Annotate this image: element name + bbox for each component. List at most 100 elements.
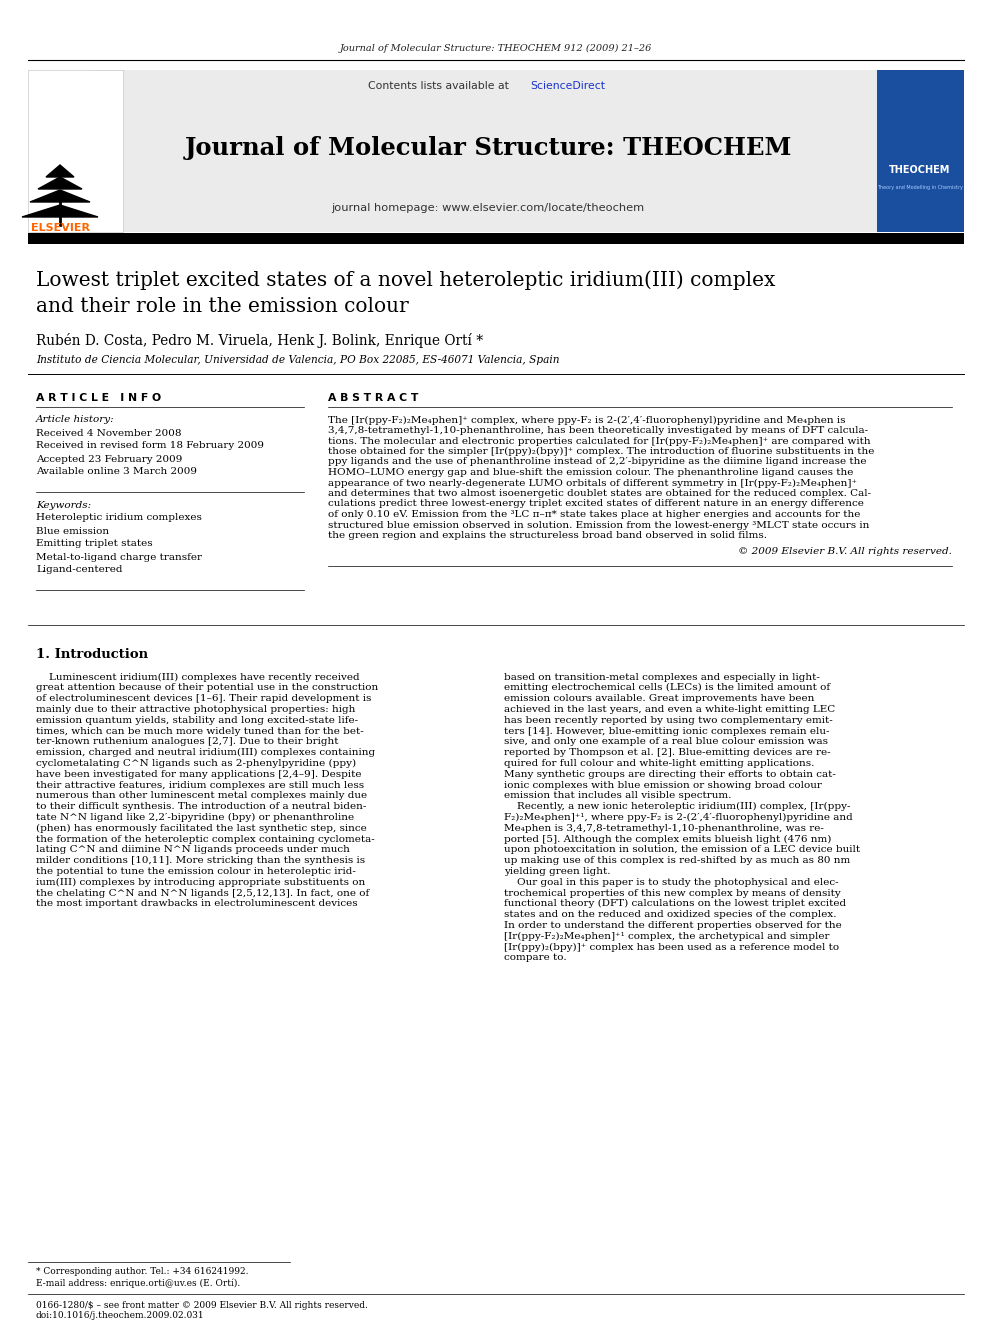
Polygon shape — [38, 177, 82, 189]
Bar — [877, 70, 964, 232]
Text: the green region and explains the structureless broad band observed in solid fil: the green region and explains the struct… — [328, 531, 767, 540]
Text: the formation of the heteroleptic complex containing cyclometa-: the formation of the heteroleptic comple… — [36, 835, 375, 844]
Text: Blue emission: Blue emission — [36, 527, 109, 536]
Text: The [Ir(ppy-F₂)₂Me₄phen]⁺ complex, where ppy-F₂ is 2-(2′,4′-fluorophenyl)pyridin: The [Ir(ppy-F₂)₂Me₄phen]⁺ complex, where… — [328, 415, 845, 425]
Text: ppy ligands and the use of phenanthroline instead of 2,2′-bipyridine as the diim: ppy ligands and the use of phenanthrolin… — [328, 458, 866, 467]
Text: emitting electrochemical cells (LECs) is the limited amount of: emitting electrochemical cells (LECs) is… — [504, 683, 830, 692]
Text: the chelating C^N and N^N ligands [2,5,12,13]. In fact, one of: the chelating C^N and N^N ligands [2,5,1… — [36, 889, 369, 897]
Text: Ligand-centered: Ligand-centered — [36, 565, 122, 574]
Text: ter-known ruthenium analogues [2,7]. Due to their bright: ter-known ruthenium analogues [2,7]. Due… — [36, 737, 338, 746]
Text: In order to understand the different properties observed for the: In order to understand the different pro… — [504, 921, 842, 930]
Text: yielding green light.: yielding green light. — [504, 867, 610, 876]
Text: sive, and only one example of a real blue colour emission was: sive, and only one example of a real blu… — [504, 737, 828, 746]
Text: states and on the reduced and oxidized species of the complex.: states and on the reduced and oxidized s… — [504, 910, 836, 919]
Text: numerous than other luminescent metal complexes mainly due: numerous than other luminescent metal co… — [36, 791, 367, 800]
Text: Emitting triplet states: Emitting triplet states — [36, 540, 153, 549]
Text: Received in revised form 18 February 2009: Received in revised form 18 February 200… — [36, 442, 264, 451]
Polygon shape — [46, 165, 74, 177]
Text: the most important drawbacks in electroluminescent devices: the most important drawbacks in electrol… — [36, 900, 358, 909]
Text: (phen) has enormously facilitated the last synthetic step, since: (phen) has enormously facilitated the la… — [36, 824, 367, 832]
Text: those obtained for the simpler [Ir(ppy)₂(bpy)]⁺ complex. The introduction of flu: those obtained for the simpler [Ir(ppy)₂… — [328, 447, 874, 456]
Text: Contents lists available at: Contents lists available at — [368, 81, 513, 91]
Text: milder conditions [10,11]. More stricking than the synthesis is: milder conditions [10,11]. More strickin… — [36, 856, 365, 865]
Text: their attractive features, iridium complexes are still much less: their attractive features, iridium compl… — [36, 781, 364, 790]
Text: emission that includes all visible spectrum.: emission that includes all visible spect… — [504, 791, 731, 800]
Text: Many synthetic groups are directing their efforts to obtain cat-: Many synthetic groups are directing thei… — [504, 770, 836, 779]
Text: appearance of two nearly-degenerate LUMO orbitals of different symmetry in [Ir(p: appearance of two nearly-degenerate LUMO… — [328, 479, 857, 488]
Text: culations predict three lowest-energy triplet excited states of different nature: culations predict three lowest-energy tr… — [328, 500, 864, 508]
Text: Luminescent iridium(III) complexes have recently received: Luminescent iridium(III) complexes have … — [36, 672, 360, 681]
Text: of electroluminescent devices [1–6]. Their rapid development is: of electroluminescent devices [1–6]. The… — [36, 695, 371, 703]
Text: Rubén D. Costa, Pedro M. Viruela, Henk J. Bolink, Enrique Ortí *: Rubén D. Costa, Pedro M. Viruela, Henk J… — [36, 332, 483, 348]
Text: Journal of Molecular Structure: THEOCHEM: Journal of Molecular Structure: THEOCHEM — [185, 136, 792, 160]
Text: the potential to tune the emission colour in heteroleptic irid-: the potential to tune the emission colou… — [36, 867, 356, 876]
Text: has been recently reported by using two complementary emit-: has been recently reported by using two … — [504, 716, 832, 725]
Text: achieved in the last years, and even a white-light emitting LEC: achieved in the last years, and even a w… — [504, 705, 835, 714]
Text: mainly due to their attractive photophysical properties: high: mainly due to their attractive photophys… — [36, 705, 355, 714]
Text: based on transition-metal complexes and especially in light-: based on transition-metal complexes and … — [504, 672, 819, 681]
Text: quired for full colour and white-light emitting applications.: quired for full colour and white-light e… — [504, 759, 814, 767]
Text: [Ir(ppy)₂(bpy)]⁺ complex has been used as a reference model to: [Ir(ppy)₂(bpy)]⁺ complex has been used a… — [504, 942, 839, 951]
Text: Lowest triplet excited states of a novel heteroleptic iridium(III) complex: Lowest triplet excited states of a novel… — [36, 270, 776, 290]
Text: Received 4 November 2008: Received 4 November 2008 — [36, 429, 182, 438]
Text: ELSEVIER: ELSEVIER — [31, 224, 89, 233]
Text: E-mail address: enrique.orti@uv.es (E. Ortí).: E-mail address: enrique.orti@uv.es (E. O… — [36, 1278, 240, 1287]
Bar — [28, 70, 123, 232]
Text: ium(III) complexes by introducing appropriate substituents on: ium(III) complexes by introducing approp… — [36, 877, 365, 886]
Text: ScienceDirect: ScienceDirect — [530, 81, 605, 91]
Text: have been investigated for many applications [2,4–9]. Despite: have been investigated for many applicat… — [36, 770, 361, 779]
Text: to their difficult synthesis. The introduction of a neutral biden-: to their difficult synthesis. The introd… — [36, 802, 366, 811]
Polygon shape — [22, 205, 98, 217]
Text: doi:10.1016/j.theochem.2009.02.031: doi:10.1016/j.theochem.2009.02.031 — [36, 1311, 204, 1319]
Text: Theory and Modelling in Chemistry: Theory and Modelling in Chemistry — [877, 185, 963, 191]
Text: up making use of this complex is red-shifted by as much as 80 nm: up making use of this complex is red-shi… — [504, 856, 850, 865]
Text: 1. Introduction: 1. Introduction — [36, 648, 148, 662]
Text: ionic complexes with blue emission or showing broad colour: ionic complexes with blue emission or sh… — [504, 781, 822, 790]
Text: Article history:: Article history: — [36, 415, 115, 425]
Text: Metal-to-ligand charge transfer: Metal-to-ligand charge transfer — [36, 553, 202, 561]
Text: A B S T R A C T: A B S T R A C T — [328, 393, 419, 404]
Text: ters [14]. However, blue-emitting ionic complexes remain elu-: ters [14]. However, blue-emitting ionic … — [504, 726, 829, 736]
Text: © 2009 Elsevier B.V. All rights reserved.: © 2009 Elsevier B.V. All rights reserved… — [738, 548, 952, 557]
Text: [Ir(ppy-F₂)₂Me₄phen]⁺¹ complex, the archetypical and simpler: [Ir(ppy-F₂)₂Me₄phen]⁺¹ complex, the arch… — [504, 931, 829, 941]
Text: Heteroleptic iridium complexes: Heteroleptic iridium complexes — [36, 513, 202, 523]
Text: lating C^N and diimine N^N ligands proceeds under much: lating C^N and diimine N^N ligands proce… — [36, 845, 350, 855]
Text: ported [5]. Although the complex emits blueish light (476 nm): ported [5]. Although the complex emits b… — [504, 835, 831, 844]
Text: Journal of Molecular Structure: THEOCHEM 912 (2009) 21–26: Journal of Molecular Structure: THEOCHEM… — [340, 44, 652, 53]
Text: Recently, a new ionic heteroleptic iridium(III) complex, [Ir(ppy-: Recently, a new ionic heteroleptic iridi… — [504, 802, 850, 811]
Text: THEOCHEM: THEOCHEM — [889, 165, 950, 175]
Text: upon photoexcitation in solution, the emission of a LEC device built: upon photoexcitation in solution, the em… — [504, 845, 860, 855]
Text: emission colours available. Great improvements have been: emission colours available. Great improv… — [504, 695, 814, 703]
Text: Available online 3 March 2009: Available online 3 March 2009 — [36, 467, 197, 476]
Text: journal homepage: www.elsevier.com/locate/theochem: journal homepage: www.elsevier.com/locat… — [331, 202, 645, 213]
Text: Our goal in this paper is to study the photophysical and elec-: Our goal in this paper is to study the p… — [504, 877, 838, 886]
Text: tions. The molecular and electronic properties calculated for [Ir(ppy-F₂)₂Me₄phe: tions. The molecular and electronic prop… — [328, 437, 871, 446]
Text: reported by Thompson et al. [2]. Blue-emitting devices are re-: reported by Thompson et al. [2]. Blue-em… — [504, 747, 830, 757]
Text: emission, charged and neutral iridium(III) complexes containing: emission, charged and neutral iridium(II… — [36, 747, 375, 757]
Text: Me₄phen is 3,4,7,8-tetramethyl-1,10-phenanthroline, was re-: Me₄phen is 3,4,7,8-tetramethyl-1,10-phen… — [504, 824, 824, 832]
Polygon shape — [30, 191, 90, 202]
Text: Keywords:: Keywords: — [36, 500, 91, 509]
Text: cyclometalating C^N ligands such as 2-phenylpyridine (ppy): cyclometalating C^N ligands such as 2-ph… — [36, 759, 356, 767]
Text: 0166-1280/$ – see front matter © 2009 Elsevier B.V. All rights reserved.: 0166-1280/$ – see front matter © 2009 El… — [36, 1301, 368, 1310]
Text: and their role in the emission colour: and their role in the emission colour — [36, 298, 409, 316]
Text: great attention because of their potential use in the construction: great attention because of their potenti… — [36, 683, 378, 692]
Text: HOMO–LUMO energy gap and blue-shift the emission colour. The phenanthroline liga: HOMO–LUMO energy gap and blue-shift the … — [328, 468, 853, 478]
Text: of only 0.10 eV. Emission from the ³LC π–π* state takes place at higher energies: of only 0.10 eV. Emission from the ³LC π… — [328, 509, 860, 519]
Text: 3,4,7,8-tetramethyl-1,10-phenanthroline, has been theoretically investigated by : 3,4,7,8-tetramethyl-1,10-phenanthroline,… — [328, 426, 868, 435]
Text: and determines that two almost isoenergetic doublet states are obtained for the : and determines that two almost isoenerge… — [328, 490, 871, 497]
Text: trochemical properties of this new complex by means of density: trochemical properties of this new compl… — [504, 889, 841, 897]
Text: * Corresponding author. Tel.: +34 616241992.: * Corresponding author. Tel.: +34 616241… — [36, 1267, 249, 1277]
Text: emission quantum yields, stability and long excited-state life-: emission quantum yields, stability and l… — [36, 716, 358, 725]
Text: A R T I C L E   I N F O: A R T I C L E I N F O — [36, 393, 161, 404]
Text: Accepted 23 February 2009: Accepted 23 February 2009 — [36, 455, 183, 463]
Text: functional theory (DFT) calculations on the lowest triplet excited: functional theory (DFT) calculations on … — [504, 900, 846, 909]
Text: tate N^N ligand like 2,2′-bipyridine (bpy) or phenanthroline: tate N^N ligand like 2,2′-bipyridine (bp… — [36, 812, 354, 822]
Text: F₂)₂Me₄phen]⁺¹, where ppy-F₂ is 2-(2′,4′-fluorophenyl)pyridine and: F₂)₂Me₄phen]⁺¹, where ppy-F₂ is 2-(2′,4′… — [504, 812, 853, 822]
Text: times, which can be much more widely tuned than for the bet-: times, which can be much more widely tun… — [36, 726, 364, 736]
Text: Instituto de Ciencia Molecular, Universidad de Valencia, PO Box 22085, ES-46071 : Instituto de Ciencia Molecular, Universi… — [36, 355, 559, 365]
Text: compare to.: compare to. — [504, 954, 566, 962]
Bar — [28, 233, 964, 243]
Bar — [95, 70, 877, 232]
Text: structured blue emission observed in solution. Emission from the lowest-energy ³: structured blue emission observed in sol… — [328, 520, 869, 529]
